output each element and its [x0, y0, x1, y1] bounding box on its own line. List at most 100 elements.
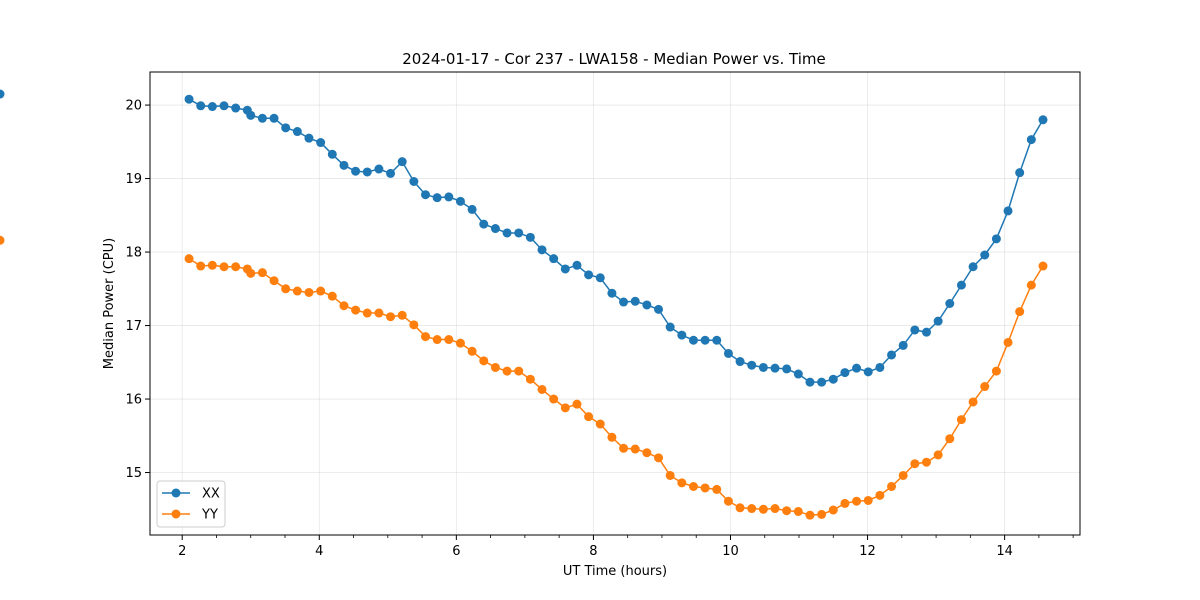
data-point-xx [712, 335, 722, 345]
data-point-yy [455, 338, 465, 348]
grid-lines [150, 72, 1080, 535]
data-point-yy [712, 484, 722, 494]
data-point-yy [700, 483, 710, 493]
data-point-xx [805, 377, 815, 387]
data-point-xx [421, 190, 431, 200]
data-point-yy [374, 308, 384, 318]
data-point-xx [549, 254, 559, 264]
data-point-xx [572, 260, 582, 270]
data-point-xx [747, 360, 757, 370]
data-point-xx [723, 348, 733, 358]
data-point-yy [207, 260, 217, 270]
data-point-yy [327, 291, 337, 301]
data-point-xx [688, 335, 698, 345]
data-point-xx [207, 102, 217, 112]
series-layer [0, 89, 1048, 520]
data-point-xx [1003, 206, 1013, 216]
data-point-yy [933, 450, 943, 460]
data-point-yy [490, 362, 500, 372]
data-point-yy [921, 457, 931, 467]
data-point-xx [397, 157, 407, 167]
data-point-xx [525, 232, 535, 242]
data-point-xx [432, 193, 442, 203]
x-tick-label: 2 [178, 544, 186, 559]
data-point-yy [351, 305, 361, 315]
data-point-yy [852, 496, 862, 506]
y-tick-label: 16 [125, 393, 142, 408]
data-point-yy [642, 448, 652, 458]
data-point-xx [0, 89, 5, 99]
plot-frame [149, 71, 1081, 536]
data-point-xx [351, 166, 361, 176]
data-point-xx [514, 228, 524, 238]
data-point-yy [654, 453, 664, 463]
data-point-yy [269, 276, 279, 286]
data-point-yy [735, 503, 745, 513]
data-point-xx [479, 219, 489, 229]
data-point-xx [1026, 135, 1036, 145]
data-point-yy [688, 481, 698, 491]
data-point-xx [584, 270, 594, 280]
data-point-yy [560, 403, 570, 413]
data-point-yy [747, 504, 757, 514]
data-point-yy [910, 459, 920, 469]
data-point-xx [595, 273, 605, 283]
data-point-yy [805, 510, 815, 520]
data-point-xx [782, 364, 792, 374]
data-point-xx [467, 204, 477, 214]
data-point-yy [817, 509, 827, 519]
data-point-yy [828, 505, 838, 515]
data-point-xx [991, 234, 1001, 244]
data-point-xx [840, 368, 850, 378]
data-point-yy [770, 504, 780, 514]
data-point-xx [304, 133, 314, 143]
data-point-xx [455, 196, 465, 206]
data-point-yy [945, 434, 955, 444]
data-point-yy [479, 356, 489, 366]
legend-label-yy: YY [201, 508, 218, 523]
x-tick-label: 14 [996, 544, 1013, 559]
data-point-xx [316, 138, 326, 148]
data-point-xx [327, 149, 337, 159]
data-point-yy [467, 346, 477, 356]
data-point-yy [758, 504, 768, 514]
data-point-yy [514, 366, 524, 376]
data-point-xx [246, 110, 256, 120]
data-point-xx [1038, 115, 1048, 125]
data-point-yy [887, 481, 897, 491]
y-tick-label: 17 [125, 319, 142, 334]
data-point-xx [490, 224, 500, 234]
data-point-yy [863, 495, 873, 505]
data-point-yy [980, 382, 990, 392]
data-point-xx [828, 374, 838, 384]
data-point-xx [257, 113, 267, 123]
data-point-yy [595, 419, 605, 429]
data-point-xx [968, 262, 978, 272]
data-point-xx [665, 322, 675, 332]
data-point-xx [560, 264, 570, 274]
axis-ticks: 2 4 6 8 10 12 14 15 16 17 18 19 20 [125, 99, 1074, 559]
data-point-yy [196, 261, 206, 271]
data-point-xx [362, 167, 372, 177]
data-point-yy [219, 262, 229, 272]
data-point-yy [362, 308, 372, 318]
data-point-yy [386, 312, 396, 322]
data-point-xx [444, 192, 454, 202]
data-point-xx [642, 300, 652, 310]
x-tick-label: 8 [589, 544, 597, 559]
chart-title: 2024-01-17 - Cor 237 - LWA158 - Median P… [402, 50, 826, 68]
y-tick-label: 18 [125, 246, 142, 261]
x-tick-label: 4 [315, 544, 323, 559]
data-point-yy [397, 310, 407, 320]
data-point-yy [1015, 307, 1025, 317]
data-point-yy [432, 335, 442, 345]
data-point-yy [281, 284, 291, 294]
data-point-xx [607, 288, 617, 298]
data-point-yy [421, 332, 431, 342]
data-point-xx [956, 280, 966, 290]
data-point-xx [887, 350, 897, 360]
x-tick-label: 10 [722, 544, 739, 559]
data-point-yy [1026, 280, 1036, 290]
data-point-xx [269, 113, 279, 123]
